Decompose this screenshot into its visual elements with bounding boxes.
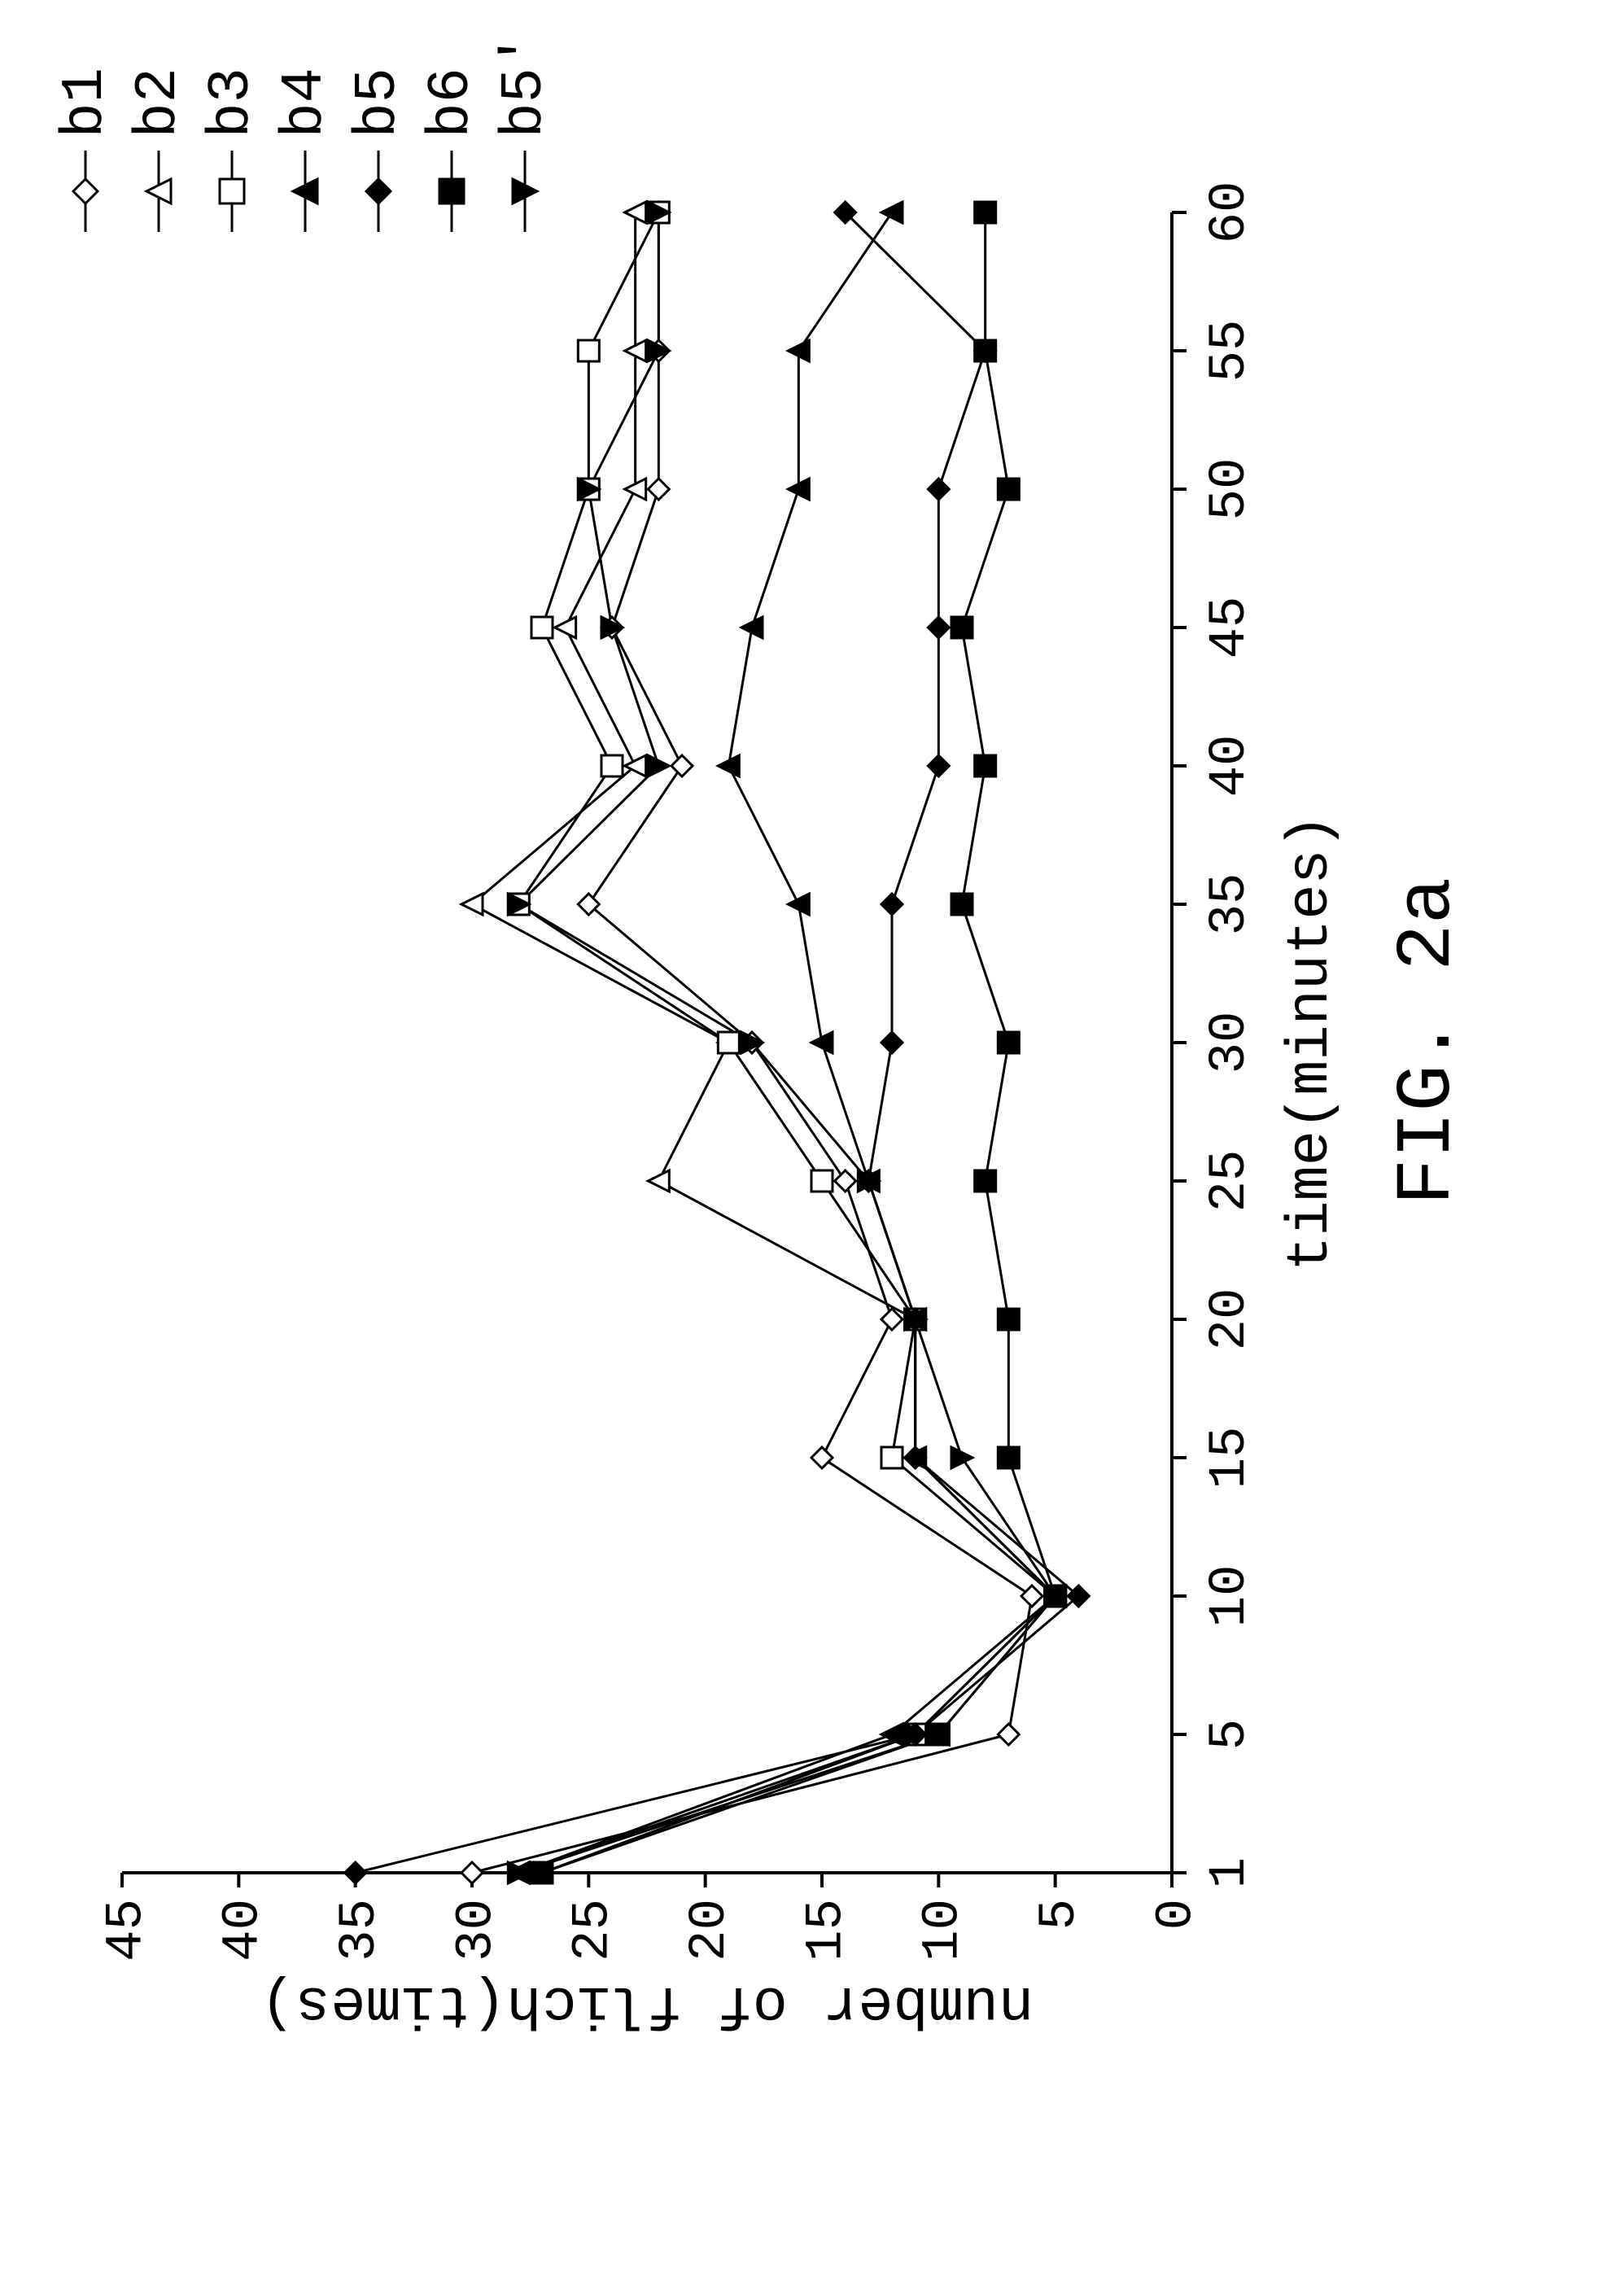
legend-label: b3 <box>199 68 265 138</box>
legend-marker-b5 <box>346 147 411 236</box>
svg-text:15: 15 <box>798 1899 856 1961</box>
legend-item-b3: b3 <box>195 33 269 236</box>
legend-marker-b3 <box>199 147 264 236</box>
legend-label: b2 <box>125 68 192 138</box>
legend-item-b2: b2 <box>122 33 195 236</box>
legend-marker-b4 <box>273 147 338 236</box>
legend-label: b1 <box>52 68 119 138</box>
svg-text:40: 40 <box>215 1899 273 1961</box>
svg-text:55: 55 <box>1201 320 1260 383</box>
chart-svg: 0510152025303540451510152025303540455055… <box>98 180 1359 2052</box>
legend-item-b1: b1 <box>49 33 122 236</box>
legend-marker-b6 <box>419 147 484 236</box>
svg-text:time(minutes): time(minutes) <box>1278 814 1344 1271</box>
legend-item-b6: b6 <box>415 33 488 236</box>
series-markers-b4 <box>508 202 1065 1883</box>
series-markers-b3 <box>508 202 1065 1883</box>
svg-text:60: 60 <box>1201 181 1260 244</box>
legend-marker-b1 <box>53 147 118 236</box>
svg-text:40: 40 <box>1201 735 1260 798</box>
legend-item-b5: b5 <box>342 33 415 236</box>
svg-text:number of flich(times): number of flich(times) <box>260 1970 1034 2037</box>
series-line-b5' <box>518 212 1055 1873</box>
svg-text:30: 30 <box>448 1899 506 1961</box>
image-root: 0510152025303540451510152025303540455055… <box>0 0 1604 2296</box>
svg-text:25: 25 <box>565 1899 623 1961</box>
svg-text:50: 50 <box>1201 458 1260 521</box>
svg-text:45: 45 <box>1201 597 1260 659</box>
svg-text:20: 20 <box>681 1899 740 1961</box>
legend-marker-b5' <box>492 147 557 236</box>
svg-text:30: 30 <box>1201 1012 1260 1074</box>
landscape-figure: 0510152025303540451510152025303540455055… <box>0 0 1604 2296</box>
svg-text:1: 1 <box>1201 1857 1260 1888</box>
svg-text:0: 0 <box>1147 1899 1206 1930</box>
svg-text:20: 20 <box>1201 1288 1260 1351</box>
svg-text:35: 35 <box>331 1899 390 1961</box>
legend-item-b5': b5' <box>488 33 562 236</box>
series-line-b4 <box>518 212 1055 1873</box>
svg-text:10: 10 <box>915 1899 973 1961</box>
svg-text:35: 35 <box>1201 873 1260 936</box>
line-chart: 0510152025303540451510152025303540455055… <box>98 180 1359 2052</box>
svg-text:45: 45 <box>98 1899 156 1961</box>
legend-marker-b2 <box>126 147 191 236</box>
series-markers-b5' <box>508 202 1065 1883</box>
svg-text:10: 10 <box>1201 1565 1260 1628</box>
svg-text:25: 25 <box>1201 1150 1260 1213</box>
legend-label: b5' <box>492 33 558 138</box>
series-line-b3 <box>518 212 1055 1873</box>
legend-label: b4 <box>272 68 339 138</box>
legend-label: b5 <box>345 68 412 138</box>
chart-legend: b1b2b3b4b5b6b5' <box>49 33 562 236</box>
svg-text:5: 5 <box>1031 1899 1090 1930</box>
legend-label: b6 <box>418 68 485 138</box>
svg-text:5: 5 <box>1201 1719 1260 1750</box>
legend-item-b4: b4 <box>269 33 342 236</box>
figure-label: FIG. 2a <box>1383 877 1472 1205</box>
svg-text:15: 15 <box>1201 1427 1260 1489</box>
